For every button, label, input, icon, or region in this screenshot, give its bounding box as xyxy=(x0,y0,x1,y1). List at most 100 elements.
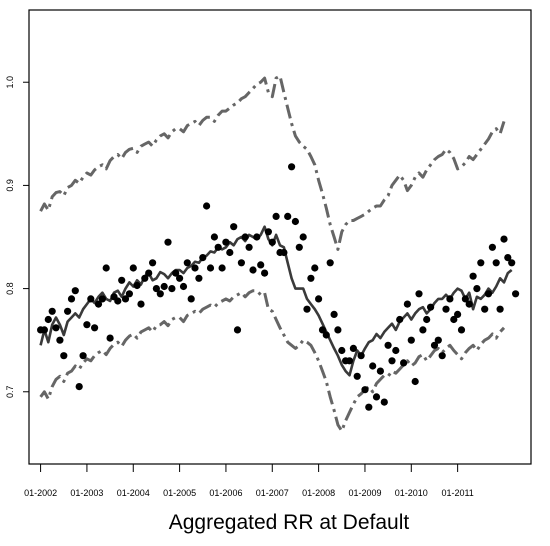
x-axis: 01-2002 01-2003 01-2004 01-2005 01-2006 01-20… xyxy=(24,463,474,498)
data-point xyxy=(349,344,357,352)
x-tick-label: 01-2009 xyxy=(348,488,381,498)
data-point xyxy=(450,315,458,324)
data-point xyxy=(434,336,442,344)
data-point xyxy=(322,331,330,339)
data-point xyxy=(176,274,184,282)
data-point xyxy=(504,254,512,262)
data-point xyxy=(44,315,52,324)
data-point xyxy=(357,352,365,360)
series-line-3 xyxy=(39,289,506,433)
data-point xyxy=(500,235,508,243)
data-point xyxy=(75,383,83,391)
data-point xyxy=(280,248,288,257)
data-point xyxy=(94,300,103,308)
data-point xyxy=(114,297,122,305)
data-point xyxy=(446,295,454,303)
data-point xyxy=(369,362,377,370)
data-point xyxy=(67,295,76,303)
data-point xyxy=(284,212,292,220)
x-tick-label: 01-2002 xyxy=(24,488,57,498)
data-point xyxy=(473,285,481,293)
data-point xyxy=(52,324,60,332)
data-point xyxy=(125,290,133,298)
data-point xyxy=(106,334,114,342)
data-point xyxy=(218,264,226,272)
data-point xyxy=(137,300,145,308)
data-point xyxy=(492,259,500,267)
data-point xyxy=(411,377,419,386)
x-axis-label: Aggregated RR at Default xyxy=(169,511,410,534)
data-point xyxy=(98,295,106,303)
data-point xyxy=(64,307,72,315)
data-point xyxy=(442,305,450,313)
data-point xyxy=(253,233,261,241)
points-layer xyxy=(37,163,520,411)
data-point xyxy=(264,228,272,236)
data-point xyxy=(365,403,373,411)
data-point xyxy=(164,238,172,246)
data-point xyxy=(392,346,400,355)
data-point xyxy=(484,290,493,298)
data-point xyxy=(461,295,469,303)
data-point xyxy=(407,336,415,344)
series-line-2 xyxy=(39,74,506,251)
data-point xyxy=(237,259,245,267)
data-point xyxy=(457,326,466,334)
data-point xyxy=(311,264,319,272)
data-point xyxy=(241,233,249,241)
data-point xyxy=(40,326,49,334)
data-point xyxy=(172,269,180,277)
data-point xyxy=(318,326,327,334)
data-point xyxy=(419,326,427,334)
data-point xyxy=(326,259,334,267)
data-point xyxy=(380,398,388,406)
data-point xyxy=(400,359,408,367)
data-point xyxy=(129,264,137,272)
data-point xyxy=(465,300,473,308)
data-point xyxy=(454,310,462,318)
data-point xyxy=(338,346,346,355)
data-point xyxy=(477,259,485,267)
x-tick-label: 01-2005 xyxy=(163,488,196,498)
data-point xyxy=(48,307,56,315)
x-tick-label: 01-2003 xyxy=(70,488,103,498)
x-tick-label: 01-2007 xyxy=(256,488,289,498)
x-tick-label: 01-2011 xyxy=(441,488,473,498)
x-tick-label: 01-2008 xyxy=(302,488,335,498)
y-tick-label: 0.7 xyxy=(5,386,15,399)
data-point xyxy=(102,264,110,272)
data-point xyxy=(230,223,238,231)
data-point xyxy=(222,238,230,246)
data-point xyxy=(438,352,446,360)
data-point xyxy=(396,315,404,324)
data-point xyxy=(291,217,299,226)
x-tick-label: 01-2006 xyxy=(209,488,242,498)
y-tick-label: 0.9 xyxy=(5,179,15,192)
data-point xyxy=(191,264,199,272)
data-point xyxy=(160,282,168,291)
data-point xyxy=(372,393,381,401)
data-point xyxy=(496,305,504,313)
data-point xyxy=(469,272,477,280)
data-point xyxy=(295,243,303,251)
data-point xyxy=(272,212,280,220)
data-point xyxy=(481,305,489,313)
data-point xyxy=(511,290,520,298)
data-point xyxy=(121,295,130,303)
data-point xyxy=(210,233,218,241)
y-tick-label: 0.8 xyxy=(5,282,15,295)
data-point xyxy=(330,310,338,318)
data-point xyxy=(168,285,176,293)
data-point xyxy=(56,336,64,344)
data-point xyxy=(288,163,296,171)
data-point xyxy=(345,357,354,365)
data-point xyxy=(214,243,222,251)
series-layer xyxy=(39,74,513,433)
data-point xyxy=(145,269,153,277)
data-point xyxy=(388,357,396,365)
data-point xyxy=(257,261,265,269)
data-point xyxy=(141,274,149,282)
data-point xyxy=(79,352,87,360)
data-point xyxy=(203,202,211,210)
data-point xyxy=(303,305,311,313)
